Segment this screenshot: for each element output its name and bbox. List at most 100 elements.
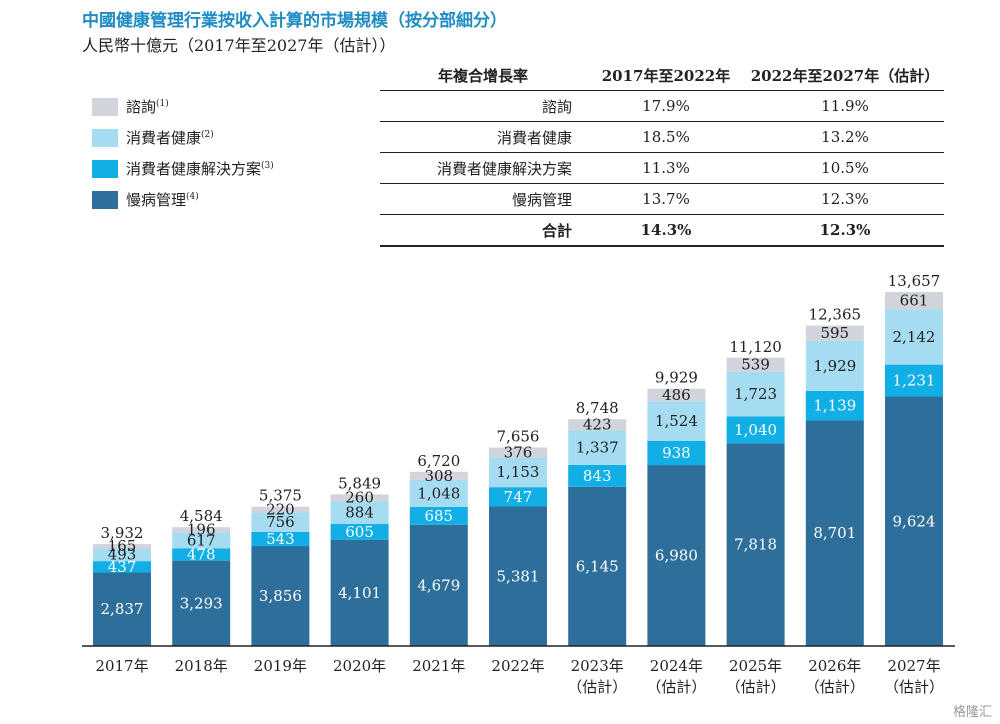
cagr-value: 11.9%	[746, 90, 944, 122]
bar-segment	[885, 309, 943, 365]
legend-label: 諮詢	[126, 98, 157, 116]
data-label: 1,139	[813, 397, 856, 415]
data-label: 9,624	[893, 512, 936, 530]
data-label: 543	[266, 530, 295, 548]
data-label: 196	[187, 521, 216, 539]
cagr-segment: 消費者健康	[380, 121, 586, 153]
x-tick-label: 2017年	[95, 657, 148, 675]
cagr-total-value: 14.3%	[586, 214, 746, 247]
bar-segment	[409, 524, 468, 646]
x-tick-label: 2024年	[650, 657, 703, 675]
data-label: 1,040	[734, 421, 777, 439]
bar-segment	[330, 501, 389, 525]
bar-segment	[251, 531, 310, 547]
cagr-header: 年複合增長率	[380, 60, 586, 91]
cagr-segment: 消費者健康解決方案	[380, 152, 586, 184]
x-tick-label: 2019年	[254, 657, 307, 675]
data-label: 1,524	[655, 412, 698, 430]
bar-segment	[251, 506, 310, 513]
cagr-segment: 諮詢	[380, 90, 586, 122]
cagr-total-row: 合計 14.3% 12.3%	[380, 214, 944, 247]
data-label: 2,837	[101, 600, 144, 618]
cagr-value: 13.2%	[746, 121, 944, 153]
cagr-value: 12.3%	[746, 183, 944, 215]
data-label: 661	[900, 292, 929, 310]
x-tick-label: （估計）	[646, 678, 706, 696]
data-label: 617	[187, 531, 216, 549]
bar-segment	[885, 396, 943, 646]
data-label: 6,145	[576, 557, 619, 575]
total-label: 12,365	[809, 306, 862, 324]
data-label: 843	[583, 467, 612, 485]
data-label: 3,293	[180, 594, 223, 612]
cagr-value: 17.9%	[586, 90, 746, 122]
bar-segment	[568, 430, 627, 465]
data-label: 938	[662, 444, 691, 462]
data-label: 4,679	[417, 576, 460, 594]
data-label: 747	[504, 488, 533, 506]
data-label: 4,101	[338, 584, 381, 602]
bar-segment	[93, 544, 151, 549]
cagr-value: 18.5%	[586, 121, 746, 153]
total-label: 9,929	[655, 369, 698, 387]
bar-segment	[172, 560, 231, 646]
data-label: 1,337	[576, 439, 619, 457]
legend-note: (4)	[186, 192, 199, 202]
bar-segment	[726, 443, 785, 646]
data-label: 1,929	[813, 357, 856, 375]
total-label: 13,657	[888, 272, 941, 290]
cagr-segment: 慢病管理	[380, 183, 586, 215]
bar-segment	[172, 548, 231, 561]
legend-note: (3)	[261, 161, 274, 171]
bar-segment	[93, 572, 151, 646]
data-label: 1,048	[417, 484, 460, 502]
x-tick-label: （估計）	[805, 678, 865, 696]
data-label: 423	[583, 416, 612, 434]
cagr-total-label: 合計	[380, 214, 586, 247]
cagr-value: 10.5%	[746, 152, 944, 184]
data-label: 5,381	[497, 567, 540, 585]
cagr-row: 消費者健康 18.5% 13.2%	[380, 121, 944, 153]
total-label: 5,375	[259, 487, 302, 505]
bar-segment	[489, 447, 547, 458]
x-tick-label: （估計）	[726, 678, 786, 696]
x-tick-label: （估計）	[567, 678, 627, 696]
bar-segment	[489, 487, 547, 507]
bar-segment	[726, 371, 785, 417]
total-label: 4,584	[180, 507, 223, 525]
chart-title: 中國健康管理行業按收入計算的市場規模（按分部細分）	[82, 11, 507, 31]
data-label: 165	[108, 537, 137, 555]
bar-segment	[93, 561, 151, 573]
legend-swatch	[92, 129, 118, 147]
bar-segment	[568, 464, 627, 487]
cagr-value: 11.3%	[586, 152, 746, 184]
legend-swatch	[92, 160, 118, 178]
legend-note: (2)	[201, 130, 214, 140]
data-label: 2,142	[893, 328, 936, 346]
x-tick-label: 2023年	[571, 657, 624, 675]
bar-segment	[409, 471, 468, 480]
data-label: 1,153	[497, 463, 540, 481]
bar-segment	[489, 457, 547, 488]
bar-segment	[885, 364, 943, 397]
x-tick-label: 2025年	[729, 657, 782, 675]
data-label: 605	[345, 523, 374, 541]
bar-segment	[805, 420, 864, 646]
bar-segment	[251, 546, 310, 646]
data-label: 539	[741, 356, 770, 374]
legend-note: (1)	[156, 99, 169, 109]
x-tick-label: 2026年	[808, 657, 861, 675]
total-label: 3,932	[101, 524, 144, 542]
bar-segment	[330, 494, 389, 502]
total-label: 6,720	[417, 452, 460, 470]
bar-segment	[568, 419, 627, 431]
cagr-row: 消費者健康解決方案 11.3% 10.5%	[380, 152, 944, 184]
legend-swatch	[92, 191, 118, 209]
data-label: 756	[266, 513, 295, 531]
cagr-row: 慢病管理 13.7% 12.3%	[380, 183, 944, 215]
cagr-header: 2017年至2022年	[586, 60, 746, 91]
data-label: 308	[424, 467, 453, 485]
bar-segment	[568, 486, 627, 646]
data-label: 685	[424, 507, 453, 525]
legend-label: 消費者健康解決方案	[126, 160, 262, 178]
